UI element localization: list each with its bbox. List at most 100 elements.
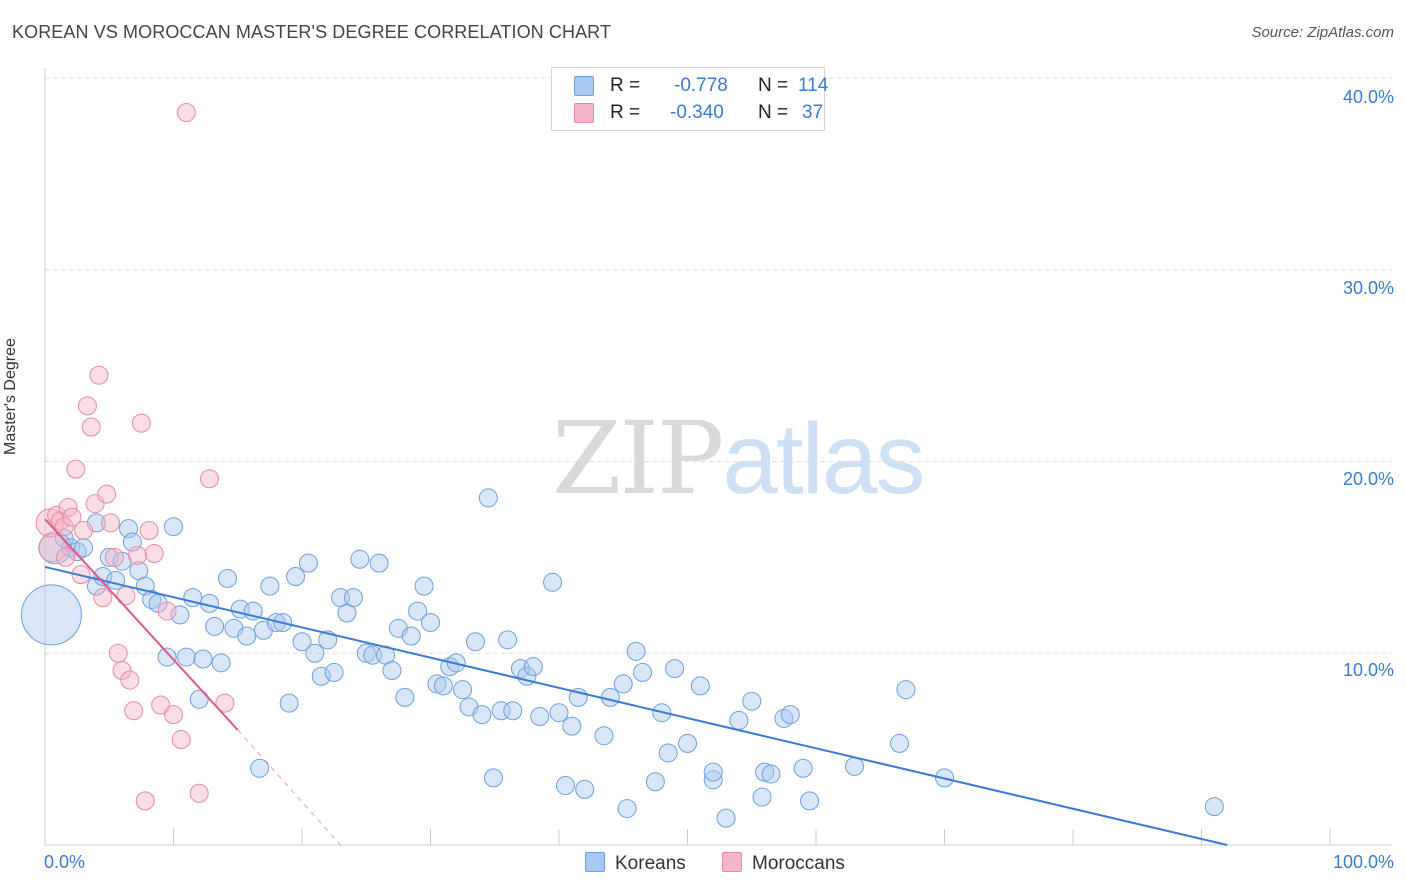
koreans-point-35: [260, 576, 280, 596]
moroccans-point-32: [171, 730, 191, 750]
moroccans-point-27: [139, 521, 159, 541]
koreans-point-106: [793, 758, 813, 778]
moroccans-point-30: [157, 601, 177, 621]
watermark: ZIPatlas: [552, 400, 926, 517]
koreans-point-41: [298, 553, 318, 573]
koreans-point-80: [555, 776, 575, 796]
moroccans-swatch: [574, 103, 594, 123]
moroccans-point-31: [164, 705, 183, 725]
koreans-point-79: [549, 703, 569, 723]
moroccans-point-15: [93, 588, 113, 608]
koreans-point-0: [20, 584, 82, 646]
koreans-point-76: [523, 657, 543, 677]
koreans-point-49: [350, 549, 370, 569]
legend-item-moroccans[interactable]: Moroccans: [722, 852, 845, 875]
moroccans-point-34: [189, 783, 209, 803]
y-axis-label: Master's Degree: [2, 338, 19, 455]
moroccans-point-6: [62, 507, 82, 527]
legend-item-koreans[interactable]: Koreans: [585, 852, 686, 875]
koreans-swatch: [574, 76, 594, 96]
moroccans-point-18: [104, 547, 124, 567]
koreans-point-5: [74, 538, 94, 558]
moroccans-point-8: [56, 547, 76, 567]
koreans-point-108: [845, 756, 865, 776]
moroccans-point-12: [81, 417, 101, 437]
moroccans-point-36: [215, 693, 235, 713]
moroccans-point-4: [54, 517, 74, 537]
koreans-point-10: [106, 570, 126, 590]
koreans-point-65: [453, 680, 473, 700]
moroccans-r-value: -0.340: [670, 102, 724, 123]
axes: [44, 68, 1392, 846]
koreans-point-33: [250, 758, 270, 778]
koreans-point-94: [678, 733, 697, 753]
koreans-point-28: [217, 568, 237, 588]
koreans-point-93: [665, 659, 685, 679]
koreans-point-105: [780, 705, 800, 725]
koreans-point-48: [343, 588, 363, 608]
legend-swatch-koreans: [585, 852, 605, 872]
stats-box: R = -0.778 N = 114 R = -0.340 N = 37: [551, 67, 828, 131]
koreans-r-label: R =: [610, 75, 641, 96]
y-tick-label-20: 20.0%: [1342, 469, 1394, 489]
koreans-point-81: [562, 716, 582, 736]
moroccans-point-5: [58, 498, 78, 518]
koreans-point-59: [414, 576, 434, 596]
x-tick-label-max: 100.0%: [1332, 852, 1394, 872]
koreans-point-62: [433, 676, 453, 696]
koreans-n-label: N =: [758, 75, 789, 96]
moroccans-point-20: [112, 661, 132, 681]
koreans-point-88: [626, 641, 646, 661]
koreans-point-100: [742, 691, 762, 711]
koreans-point-89: [633, 662, 653, 682]
moroccans-point-11: [77, 396, 97, 416]
koreans-point-97: [703, 762, 723, 782]
koreans-r-value: -0.778: [674, 75, 728, 96]
koreans-point-101: [752, 787, 772, 807]
koreans-points: [20, 488, 1224, 828]
koreans-point-24: [193, 649, 213, 669]
koreans-point-86: [613, 674, 633, 694]
koreans-point-110: [896, 680, 916, 700]
koreans-point-43: [311, 666, 331, 686]
koreans-point-112: [1204, 797, 1224, 817]
moroccans-point-33: [176, 103, 196, 123]
koreans-point-83: [575, 779, 595, 799]
koreans-point-57: [401, 626, 421, 646]
koreans-point-99: [729, 710, 749, 730]
koreans-point-69: [478, 488, 498, 508]
koreans-point-92: [658, 743, 678, 763]
koreans-point-98: [716, 808, 736, 828]
koreans-point-23: [189, 689, 209, 709]
koreans-point-103: [761, 764, 781, 784]
koreans-point-60: [421, 613, 440, 633]
legend-label-moroccans: Moroccans: [752, 853, 845, 874]
trend-lines: [44, 518, 1228, 846]
moroccans-point-19: [108, 643, 128, 663]
moroccans-point-14: [89, 365, 109, 385]
moroccans-point-22: [120, 670, 140, 690]
y-tick-label-30: 30.0%: [1342, 278, 1394, 298]
koreans-point-61: [427, 674, 447, 694]
koreans-point-96: [703, 770, 723, 790]
legend-swatch-moroccans: [722, 852, 742, 872]
moroccans-r-label: R =: [610, 102, 641, 123]
moroccans-point-24: [128, 545, 148, 565]
koreans-point-85: [600, 687, 620, 707]
watermark-zip: ZIP: [552, 400, 724, 517]
moroccans-point-2: [47, 505, 67, 525]
moroccans-n-value: 37: [802, 102, 824, 123]
koreans-point-21: [176, 647, 196, 667]
moroccans-point-1: [38, 533, 68, 563]
koreans-point-38: [279, 693, 299, 713]
moroccans-point-17: [101, 513, 121, 533]
koreans-point-70: [483, 768, 503, 788]
moroccans-trend-line: [44, 518, 239, 731]
watermark-atlas: atlas: [722, 403, 925, 515]
koreans-point-54: [382, 661, 402, 681]
koreans-point-102: [755, 762, 775, 782]
koreans-point-26: [205, 616, 225, 636]
moroccans-point-28: [144, 544, 164, 564]
koreans-point-27: [211, 653, 231, 673]
